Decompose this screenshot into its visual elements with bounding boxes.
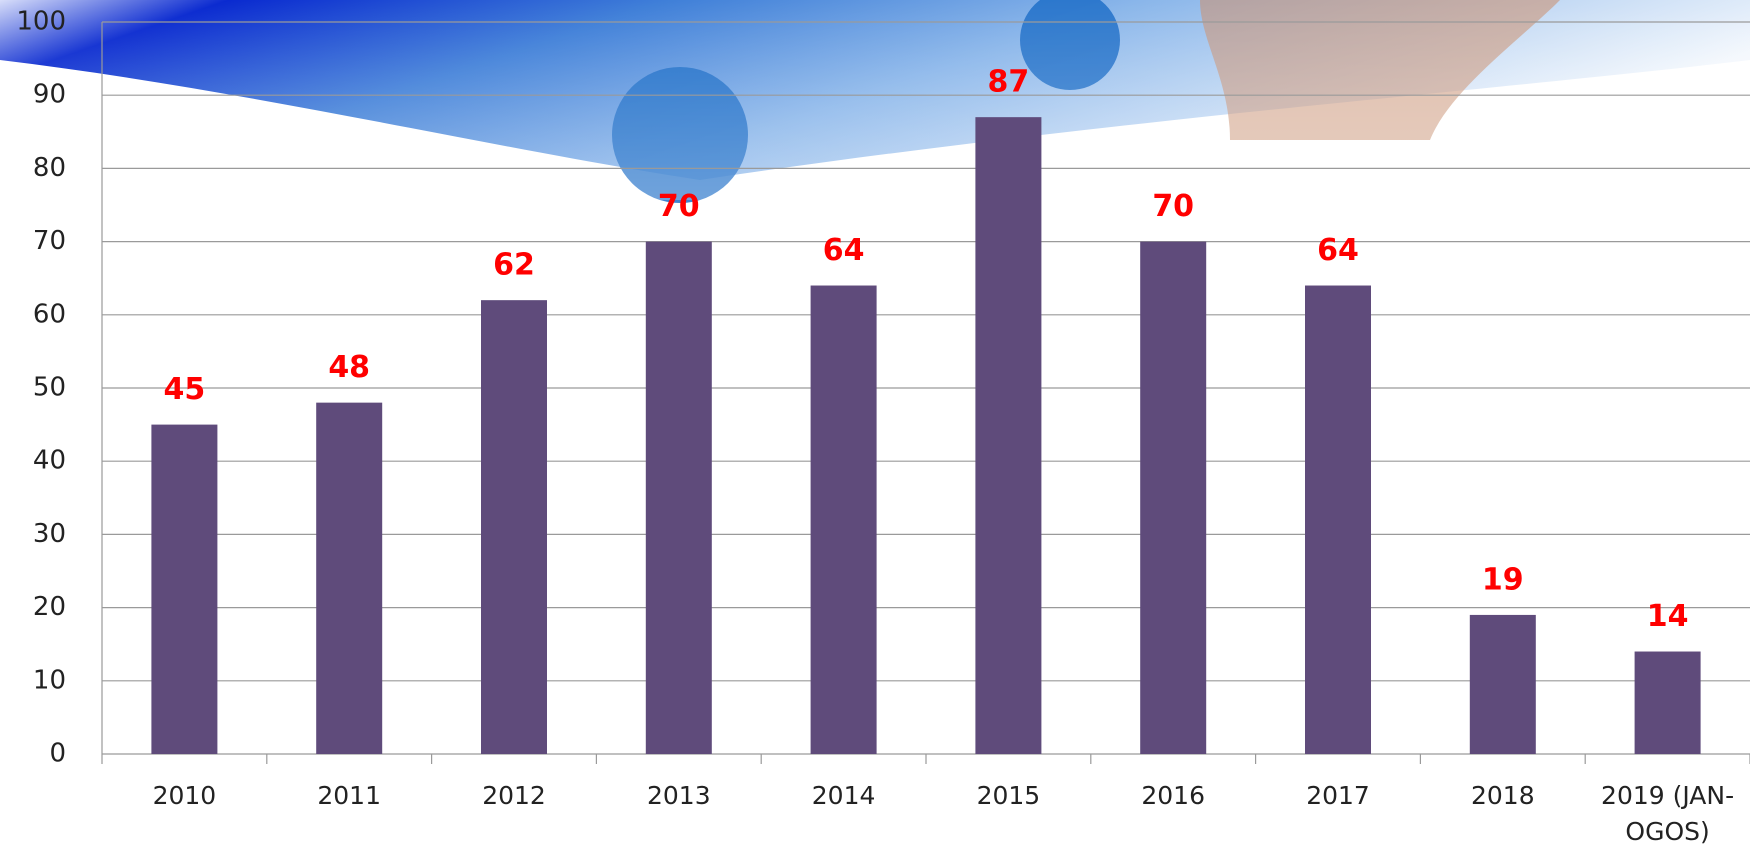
bar [975,117,1042,754]
x-tick-label: 2012 [482,781,546,810]
y-tick-label: 80 [33,153,66,183]
y-tick-label: 100 [16,7,66,37]
x-tick-label: 2017 [1306,781,1370,810]
x-tick-label: 2016 [1141,781,1205,810]
value-label: 64 [1317,233,1359,268]
bar [645,241,712,755]
value-label: 70 [658,189,700,224]
value-label: 48 [328,350,370,385]
x-tick-label: 2010 [152,781,217,810]
y-tick-label: 20 [33,592,66,622]
x-tick-label: 2011 [317,781,381,810]
bar [481,300,547,754]
value-label: 70 [1152,189,1194,224]
bar [1634,651,1701,754]
y-tick-label: 50 [33,373,66,403]
bar [810,285,877,754]
bar [151,424,218,754]
x-tick-label: 2019 (JAN-OGOS) [1601,781,1735,846]
bar [1469,614,1536,754]
y-tick-label: 70 [33,226,66,256]
bar [1140,241,1207,755]
y-tick-label: 90 [33,80,66,110]
bar [316,402,383,754]
x-tick-label: 2013 [646,781,711,810]
overlay [0,0,1750,200]
value-label: 62 [493,248,535,283]
x-tick-label: 2018 [1470,781,1535,810]
y-tick-label: 30 [33,519,66,549]
value-label: 19 [1482,562,1524,597]
y-tick-label: 10 [33,665,66,695]
x-tick-label: 2015 [976,781,1041,810]
value-label: 14 [1647,599,1689,634]
value-label: 87 [988,65,1030,100]
value-label: 64 [823,233,865,268]
x-tick-label: 2014 [811,781,876,810]
value-label: 45 [164,372,206,407]
y-tick-label: 0 [49,739,66,769]
bar [1305,285,1371,754]
y-tick-label: 40 [33,446,66,476]
y-tick-label: 60 [33,299,66,329]
